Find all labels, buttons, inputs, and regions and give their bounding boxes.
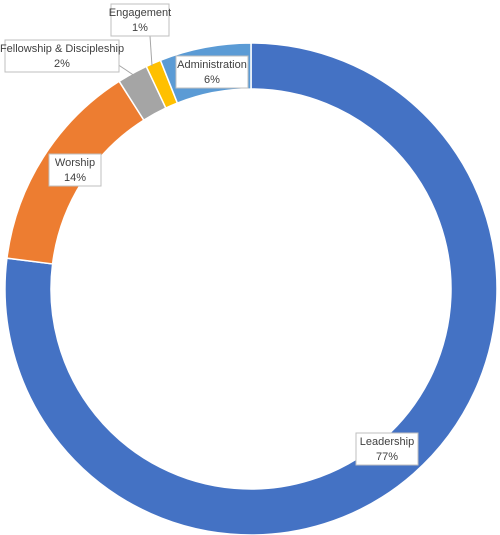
label-box — [355, 432, 419, 466]
data-label: Engagement 1% — [109, 3, 171, 37]
data-label: Leadership 77% — [355, 432, 419, 466]
label-category: Administration — [177, 59, 247, 71]
label-value: 1% — [132, 22, 148, 34]
leader-line — [116, 63, 142, 81]
data-label: Fellowship & Discipleship 2% — [0, 39, 124, 73]
label-category: Engagement — [109, 7, 171, 19]
label-value: 14% — [64, 172, 86, 184]
label-category: Worship — [55, 157, 95, 169]
donut-segment — [4, 42, 498, 535]
label-value: 77% — [376, 451, 398, 463]
label-box — [175, 55, 249, 89]
label-box — [4, 39, 120, 73]
label-box — [48, 153, 102, 187]
label-category: Fellowship & Discipleship — [0, 43, 124, 55]
leader-line — [149, 35, 153, 67]
label-value: 2% — [54, 58, 70, 70]
label-box — [110, 3, 170, 37]
data-label: Administration 6% — [175, 55, 249, 89]
label-category: Leadership — [360, 436, 414, 448]
data-label: Worship 14% — [48, 153, 102, 187]
label-value: 6% — [204, 74, 220, 86]
